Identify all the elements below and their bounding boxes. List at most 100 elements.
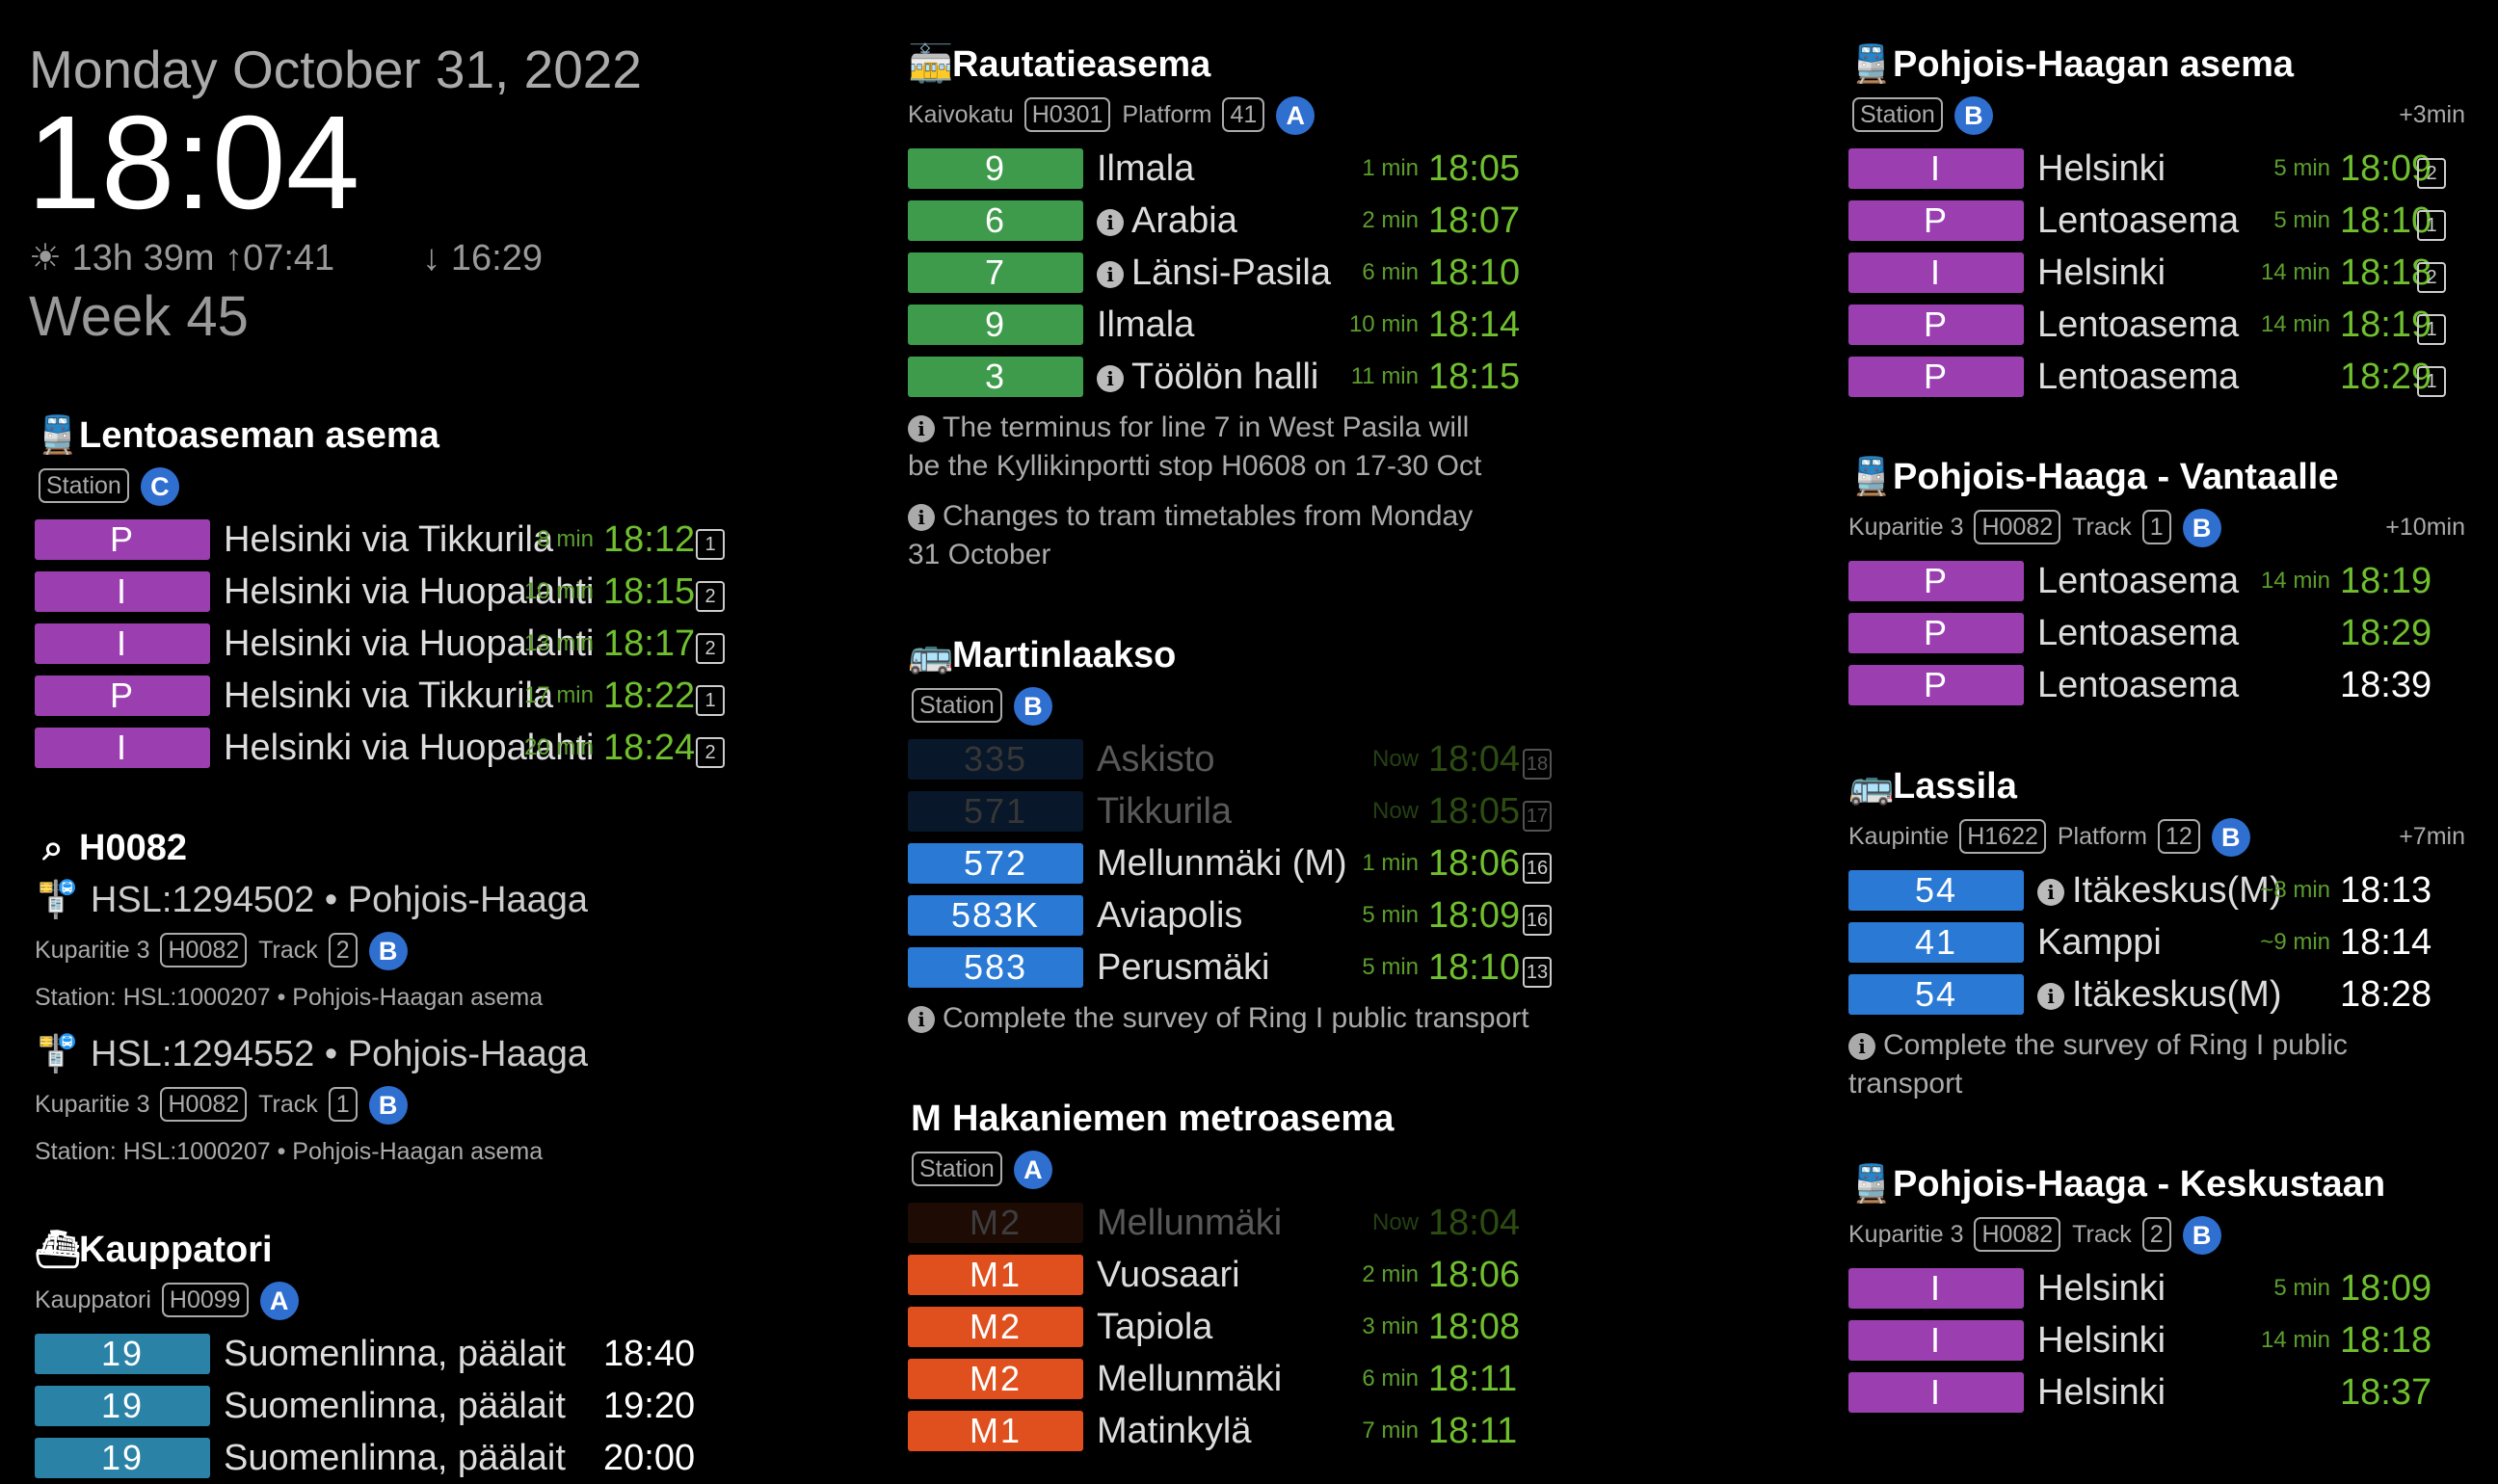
stop-title: Lassila <box>1893 766 2017 807</box>
street: Kuparitie 3 <box>35 937 150 964</box>
sunrise-time: 07:41 <box>243 238 335 278</box>
destination: Ilmala <box>1097 148 1195 189</box>
destination: i Itäkeskus(M) <box>2037 864 2281 916</box>
disruption-note[interactable]: i Complete the survey of Ring I public tr… <box>908 999 1582 1038</box>
track-label: Track <box>258 937 318 964</box>
disruption-note[interactable]: i The terminus for line 7 in West Pasila … <box>908 411 1482 482</box>
stop-card-hakaniemi[interactable]: M Hakaniemen metroasema Station A M2 Mellun… <box>908 1093 1582 1457</box>
minutes-until: 13 min <box>523 630 594 656</box>
platform-number: 16 <box>1523 905 1552 936</box>
line-badge: 571 <box>908 791 1083 832</box>
departure-row[interactable]: I Helsinki 5 min 18:09 2 <box>1848 143 2465 195</box>
platform-label: Platform <box>2057 823 2147 850</box>
departure-row[interactable]: P Lentoasema 14 min 18:19 <box>1848 555 2465 607</box>
departure-row[interactable]: M2 Mellunmäki Now 18:04 <box>908 1197 1582 1249</box>
departure-row[interactable]: 583K Aviapolis 5 min 18:09 16 <box>908 889 1582 941</box>
destination: Helsinki via Huopalahti <box>224 571 595 612</box>
stop-code: H0301 <box>1023 97 1111 132</box>
departure-row[interactable]: 54 i Itäkeskus(M) 18:28 <box>1848 968 2465 1020</box>
departure-row[interactable]: 335 Askisto Now 18:04 18 <box>908 733 1582 785</box>
platform-number: 41 <box>1222 97 1265 132</box>
track-label: Track <box>2072 514 2132 541</box>
departure-row[interactable]: P Helsinki via Tikkurila 17 min 18:22 1 <box>35 670 748 722</box>
minutes-until: 6 min <box>1362 1365 1419 1391</box>
departure-time: 18:11 <box>1428 1359 1518 1399</box>
stop-card-pohjois-haagan-asema[interactable]: 🚆Pohjois-Haagan asema Station B +3min I Hel… <box>1848 39 2465 403</box>
departure-row[interactable]: 583 Perusmäki 5 min 18:10 13 <box>908 941 1582 994</box>
departure-time: 18:37 <box>2340 1372 2432 1413</box>
line-badge: I <box>35 623 210 664</box>
departure-row[interactable]: M2 Tapiola 3 min 18:08 <box>908 1301 1582 1353</box>
minutes-until: 8 min <box>537 526 594 552</box>
departure-row[interactable]: 9 Ilmala 1 min 18:05 <box>908 143 1582 195</box>
departure-row[interactable]: P Lentoasema 18:29 1 <box>1848 351 2465 403</box>
destination: Mellunmäki <box>1097 1359 1283 1399</box>
departure-row[interactable]: 6 i Arabia 2 min 18:07 <box>908 195 1582 247</box>
departure-row[interactable]: P Helsinki via Tikkurila 8 min 18:12 1 <box>35 514 748 566</box>
platform-number: 2 <box>696 737 725 768</box>
station-tag: Station <box>912 1152 1002 1186</box>
line-badge: 9 <box>908 305 1083 345</box>
departure-time: 18:18 <box>2340 252 2432 293</box>
stop-title: Pohjois-Haaga - Keskustaan <box>1893 1164 2386 1205</box>
stop-card-keskustaan[interactable]: 🚆Pohjois-Haaga - Keskustaan Kuparitie 3 … <box>1848 1158 2465 1418</box>
search-result[interactable]: 🚏 HSL:1294552 • Pohjois-Haaga Kuparitie … <box>35 1028 748 1171</box>
minutes-until: 6 min <box>1362 259 1419 285</box>
platform-number: 17 <box>1523 801 1552 832</box>
departure-row[interactable]: I Helsinki via Huopalahti 13 min 18:17 2 <box>35 618 748 670</box>
street: Kuparitie 3 <box>35 1091 150 1118</box>
platform-number: 2 <box>696 581 725 612</box>
stop-card-rautatieasema[interactable]: 🚋Rautatieasema Kaivokatu H0301 Platform 4… <box>908 39 1582 574</box>
disruption-note[interactable]: i Changes to tram timetables from Monday … <box>908 500 1474 570</box>
departure-row[interactable]: 19 Suomenlinna, päälait 20:00 <box>35 1432 748 1484</box>
departure-row[interactable]: M1 Vuosaari 2 min 18:06 <box>908 1249 1582 1301</box>
minutes-until: 20 min <box>523 734 594 760</box>
departure-row[interactable]: P Lentoasema 18:39 <box>1848 659 2465 711</box>
departure-row[interactable]: 571 Tikkurila Now 18:05 17 <box>908 785 1582 837</box>
departure-row[interactable]: I Helsinki 5 min 18:09 <box>1848 1262 2465 1314</box>
disruption-note[interactable]: i Complete the survey of Ring I public tr… <box>1848 1029 2348 1100</box>
station-tag: Station <box>39 468 129 503</box>
departure-row[interactable]: 7 i Länsi-Pasila 6 min 18:10 <box>908 247 1582 299</box>
departure-row[interactable]: M2 Mellunmäki 6 min 18:11 <box>908 1353 1582 1405</box>
departure-row[interactable]: M1 Matinkylä 7 min 18:11 <box>908 1405 1582 1457</box>
search-result[interactable]: 🚏 HSL:1294502 • Pohjois-Haaga Kuparitie … <box>35 874 748 1017</box>
track-number: 1 <box>2141 510 2171 544</box>
departure-row[interactable]: 9 Ilmala 10 min 18:14 <box>908 299 1582 351</box>
departure-row[interactable]: 41 Kamppi ~9 min 18:14 <box>1848 916 2465 968</box>
departure-row[interactable]: 19 Suomenlinna, päälait 18:40 <box>35 1328 748 1380</box>
departure-row[interactable]: 3 i Töölön halli 11 min 18:15 <box>908 351 1582 403</box>
zone-badge: B <box>2182 1216 2221 1256</box>
destination: Kamppi <box>2037 922 2162 963</box>
departure-row[interactable]: 572 Mellunmäki (M) 1 min 18:06 16 <box>908 837 1582 889</box>
stop-card-kauppatori[interactable]: ⛴Kauppatori Kauppatori H0099 A 19 Suomenli… <box>35 1224 748 1484</box>
stop-card-lassila[interactable]: 🚌Lassila Kaupintie H1622 Platform 12 B +7mi… <box>1848 760 2465 1103</box>
platform-label: Platform <box>1122 101 1212 128</box>
stop-card-martinlaakso[interactable]: 🚌Martinlaakso Station B 335 Askisto Now 18:0… <box>908 629 1582 1038</box>
departure-row[interactable]: 54 i Itäkeskus(M) ~8 min 18:13 <box>1848 864 2465 916</box>
departure-time: 18:06 <box>1428 1255 1521 1295</box>
stop-card-lentoasema[interactable]: 🚆Lentoaseman asema Station C P Helsinki vi… <box>35 410 748 774</box>
minutes-until: 14 min <box>2260 311 2330 337</box>
departure-row[interactable]: I Helsinki 14 min 18:18 2 <box>1848 247 2465 299</box>
destination: Lentoasema <box>2037 305 2240 345</box>
departure-row[interactable]: I Helsinki via Huopalahti 20 min 18:24 2 <box>35 722 748 774</box>
line-badge: I <box>35 571 210 612</box>
stop-card-vantaalle[interactable]: 🚆Pohjois-Haaga - Vantaalle Kuparitie 3 H… <box>1848 451 2465 711</box>
stop-title: Rautatieasema <box>952 44 1211 85</box>
line-badge: 583K <box>908 895 1083 936</box>
departure-row[interactable]: I Helsinki 14 min 18:18 <box>1848 1314 2465 1366</box>
departure-row[interactable]: P Lentoasema 5 min 18:10 1 <box>1848 195 2465 247</box>
street: Kauppatori <box>35 1286 151 1313</box>
departure-time: 18:04 <box>1428 1203 1521 1243</box>
departure-row[interactable]: I Helsinki via Huopalahti 10 min 18:15 2 <box>35 566 748 618</box>
departure-row[interactable]: P Lentoasema 18:29 <box>1848 607 2465 659</box>
platform-number: 1 <box>696 685 725 716</box>
minutes-until: 11 min <box>1350 363 1419 389</box>
departure-row[interactable]: P Lentoasema 14 min 18:19 1 <box>1848 299 2465 351</box>
week-number: Week 45 <box>29 285 249 348</box>
station-tag: Station <box>1852 97 1943 132</box>
station-ref: Station: HSL:1000207 • Pohjois-Haagan as… <box>35 984 544 1011</box>
departure-row[interactable]: I Helsinki 18:37 <box>1848 1366 2465 1418</box>
departure-row[interactable]: 19 Suomenlinna, päälait 19:20 <box>35 1380 748 1432</box>
